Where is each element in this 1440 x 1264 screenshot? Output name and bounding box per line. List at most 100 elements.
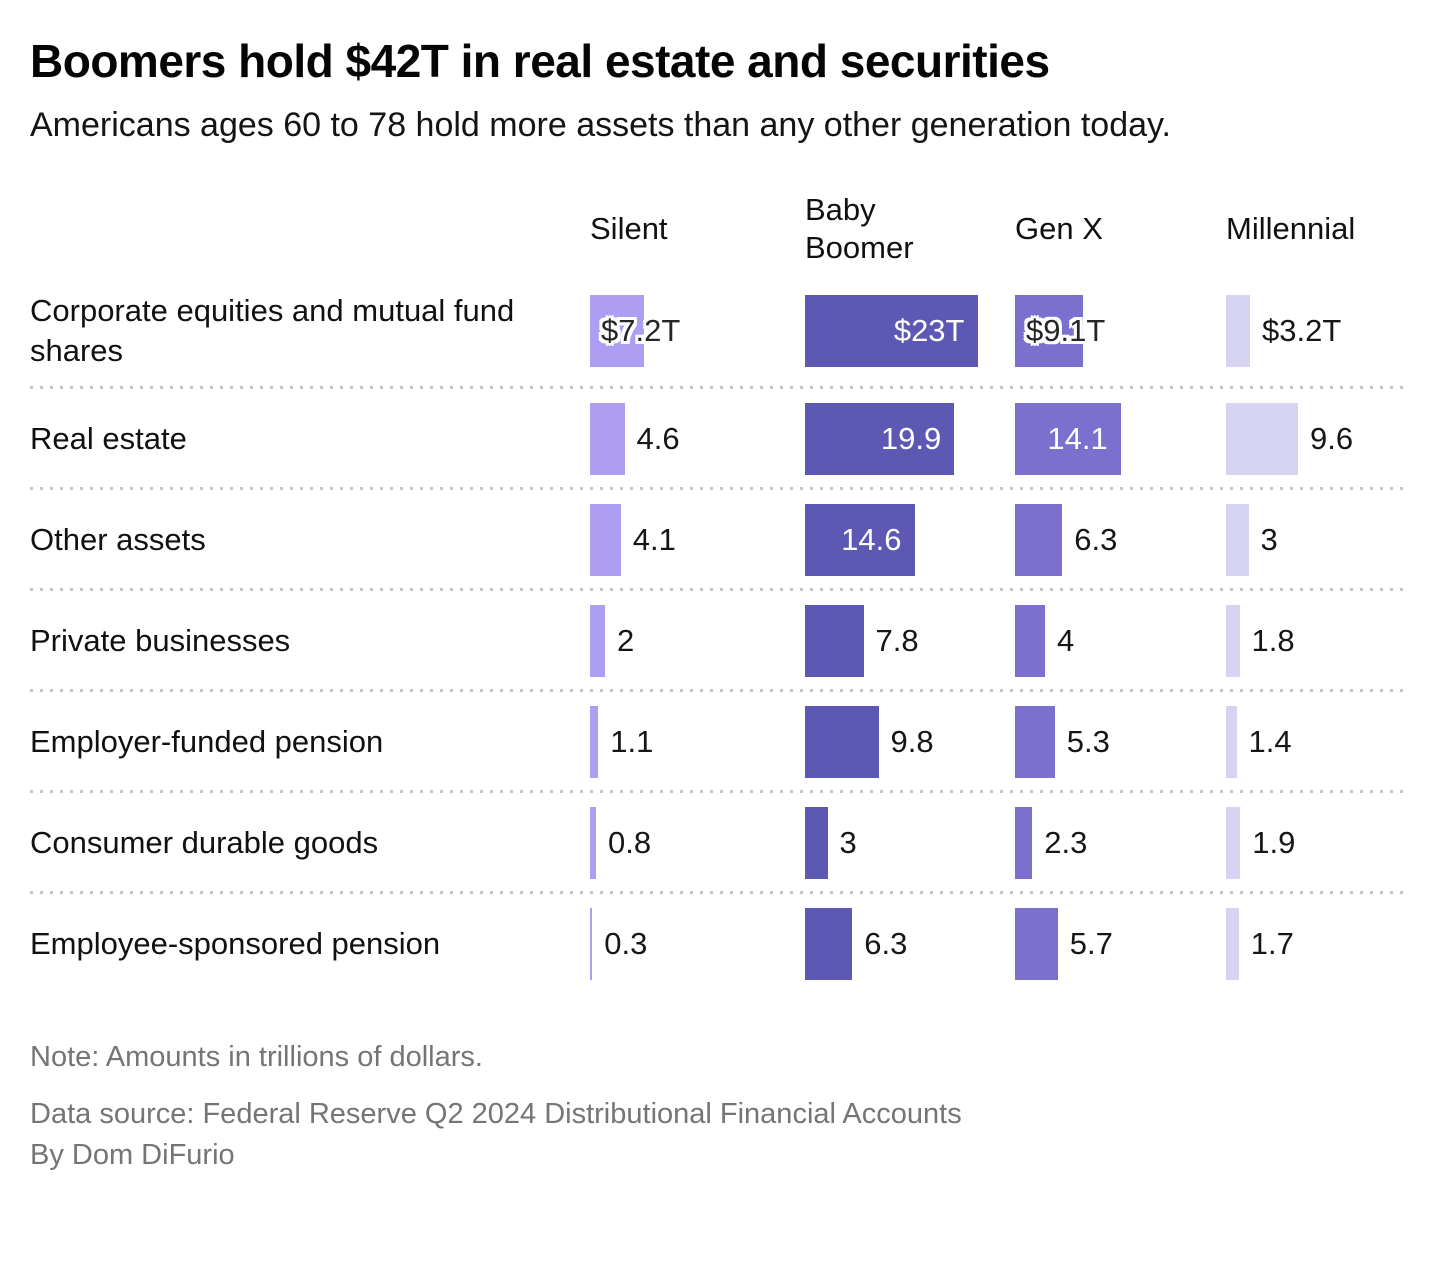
bar-gen-x [1015, 294, 1084, 367]
cell-millennial: 1.4 [1226, 706, 1410, 779]
cell-baby-boomer: 6.3 [805, 908, 1015, 981]
bar-gen-x [1015, 807, 1033, 880]
bar-millennial [1226, 706, 1237, 779]
chart-rows: Corporate equities and mutual fund share… [30, 273, 1410, 995]
value-label: $7.2T [601, 312, 681, 348]
bar-silent [590, 706, 599, 779]
table-row: Employer-funded pension 1.1 9.8 5.3 1.4 [30, 692, 1410, 793]
cell-baby-boomer: $23T [805, 294, 1015, 367]
table-row: Employee-sponsored pension 0.3 6.3 5.7 1.7 [30, 894, 1410, 995]
column-header-baby-boomer: Baby Boomer [805, 192, 914, 265]
value-label: 3 [1260, 522, 1278, 558]
bar-gen-x: 14.1 [1015, 403, 1121, 476]
value-label: 1.9 [1252, 825, 1296, 861]
table-row: Corporate equities and mutual fund share… [30, 273, 1410, 389]
bar-baby-boomer: 14.6 [805, 504, 915, 577]
chart-note: Note: Amounts in trillions of dollars. [30, 1040, 483, 1073]
byline: By Dom DiFurio [30, 1139, 235, 1171]
value-label: 4.6 [636, 421, 680, 457]
row-label: Corporate equities and mutual fund share… [30, 293, 515, 368]
column-header-silent: Silent [590, 210, 668, 246]
value-label: 1.4 [1248, 724, 1292, 760]
table-row: Private businesses 2 7.8 4 1.8 [30, 591, 1410, 692]
row-label: Other assets [30, 522, 206, 558]
cell-baby-boomer: 7.8 [805, 605, 1015, 678]
value-label: 7.8 [875, 623, 919, 659]
value-label: 1.1 [610, 724, 654, 760]
cell-gen-x: $9.1T [1015, 294, 1226, 367]
value-label: 6.3 [1074, 522, 1118, 558]
bar-silent [590, 605, 605, 678]
value-label: 0.8 [608, 825, 652, 861]
row-label: Consumer durable goods [30, 825, 379, 861]
bar-baby-boomer: $23T [805, 294, 978, 367]
value-label: 14.6 [841, 522, 902, 558]
bar-millennial [1226, 605, 1240, 678]
cell-millennial: 3 [1226, 504, 1410, 577]
bar-gen-x [1015, 908, 1058, 981]
cell-gen-x: 5.7 [1015, 908, 1226, 981]
cell-silent: 0.8 [590, 807, 805, 880]
cell-silent: 0.3 [590, 908, 805, 981]
table-row: Consumer durable goods 0.8 3 2.3 1.9 [30, 793, 1410, 894]
value-label: 0.3 [604, 926, 648, 962]
cell-gen-x: 2.3 [1015, 807, 1226, 880]
value-label: $9.1T [1026, 312, 1106, 348]
cell-baby-boomer: 19.9 [805, 403, 1015, 476]
value-label: 5.7 [1069, 926, 1113, 962]
value-label: 2 [617, 623, 635, 659]
bar-millennial [1226, 908, 1239, 981]
value-label: 4 [1057, 623, 1075, 659]
bar-baby-boomer [805, 908, 853, 981]
cell-millennial: $3.2T [1226, 294, 1410, 367]
value-label: 1.8 [1251, 623, 1295, 659]
cell-millennial: 9.6 [1226, 403, 1410, 476]
value-label: 9.6 [1310, 421, 1354, 457]
cell-gen-x: 5.3 [1015, 706, 1226, 779]
bar-gen-x [1015, 605, 1045, 678]
cell-gen-x: 4 [1015, 605, 1226, 678]
cell-baby-boomer: 3 [805, 807, 1015, 880]
bar-silent [590, 908, 593, 981]
cell-millennial: 1.9 [1226, 807, 1410, 880]
cell-silent: 4.1 [590, 504, 805, 577]
bar-millennial [1226, 403, 1298, 476]
bar-baby-boomer: 19.9 [805, 403, 955, 476]
column-header-millennial: Millennial [1226, 210, 1356, 246]
row-label: Private businesses [30, 623, 291, 659]
cell-gen-x: 14.1 [1015, 403, 1226, 476]
value-label: 4.1 [632, 522, 676, 558]
cell-silent: 2 [590, 605, 805, 678]
value-label: 9.8 [890, 724, 934, 760]
cell-gen-x: 6.3 [1015, 504, 1226, 577]
chart-footer: Note: Amounts in trillions of dollars. D… [30, 1041, 1410, 1176]
value-label: 2.3 [1044, 825, 1088, 861]
bar-silent [590, 403, 625, 476]
page-title: Boomers hold $42T in real estate and sec… [30, 35, 1050, 87]
source-block: Data source: Federal Reserve Q2 2024 Dis… [30, 1094, 1410, 1176]
cell-baby-boomer: 9.8 [805, 706, 1015, 779]
row-label: Employer-funded pension [30, 724, 384, 760]
bar-silent [590, 504, 621, 577]
cell-millennial: 1.7 [1226, 908, 1410, 981]
cell-millennial: 1.8 [1226, 605, 1410, 678]
bar-silent [590, 294, 644, 367]
value-label: 14.1 [1047, 421, 1108, 457]
row-label: Employee-sponsored pension [30, 926, 441, 962]
bar-millennial [1226, 294, 1250, 367]
value-label: 1.7 [1250, 926, 1294, 962]
value-label: 19.9 [880, 421, 942, 457]
bar-baby-boomer [805, 807, 828, 880]
bar-millennial [1226, 504, 1249, 577]
bar-silent [590, 807, 596, 880]
chart-container: Boomers hold $42T in real estate and sec… [30, 35, 1410, 1176]
value-label: $3.2T [1262, 312, 1342, 348]
bar-millennial [1226, 807, 1241, 880]
cell-silent: 1.1 [590, 706, 805, 779]
value-label: 3 [839, 825, 857, 861]
column-header-gen-x: Gen X [1015, 210, 1103, 246]
row-label: Real estate [30, 421, 187, 457]
cell-silent: 4.6 [590, 403, 805, 476]
column-header-row: Silent Baby Boomer Gen X Millennial [30, 185, 1410, 273]
data-source: Data source: Federal Reserve Q2 2024 Dis… [30, 1097, 962, 1130]
